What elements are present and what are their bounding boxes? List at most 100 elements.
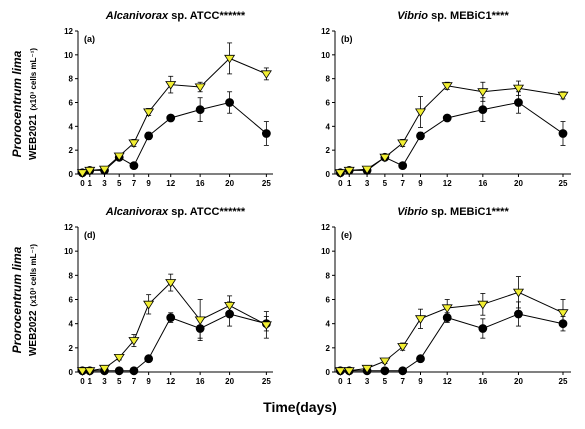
panel-title-e: Vibrio sp. MEBiC1**** [397, 206, 509, 218]
row2-ylabel-unit: (x10³ cells mL⁻¹) [29, 244, 38, 307]
circle-marker-b [442, 113, 452, 123]
y-tick-label-a: 6 [69, 99, 74, 108]
circle-marker-a [225, 98, 234, 107]
y-tick-label-d: 4 [69, 320, 74, 329]
panel-title-strain-b: sp. MEBiC1**** [428, 10, 509, 22]
y-tick-label-d: 0 [69, 368, 74, 377]
y-tick-label-b: 4 [326, 122, 331, 131]
x-tick-label-e: 0 [338, 377, 343, 386]
triangle-marker-d [143, 300, 155, 310]
y-tick-label-e: 0 [326, 368, 331, 377]
x-tick-label-d: 7 [132, 377, 137, 386]
triangle-marker-e [414, 315, 427, 324]
circle-marker-a [144, 131, 154, 141]
panel-letter-b: (b) [341, 34, 353, 44]
panel-title-b: Vibrio sp. MEBiC1**** [397, 10, 509, 22]
circle-series-line-d [82, 313, 267, 372]
panel-title-organism-d: Alcanivorax [105, 206, 169, 218]
row1-ylabel-species: Prorocentrum lima [10, 50, 24, 157]
y-tick-label-a: 0 [69, 170, 74, 179]
circle-series-line-a [82, 101, 267, 174]
y-tick-label-a: 4 [69, 122, 74, 131]
x-tick-label-b: 0 [338, 179, 343, 188]
circle-marker-d [166, 313, 176, 323]
triangle-marker-a [194, 83, 206, 93]
circle-marker-e [416, 354, 425, 364]
x-tick-label-d: 16 [196, 377, 205, 386]
panel-title-d: Alcanivorax sp. ATCC****** [105, 206, 246, 218]
x-tick-label-b: 1 [347, 179, 352, 188]
circle-marker-b [398, 161, 408, 171]
y-tick-label-b: 10 [321, 51, 330, 60]
x-axis-label: Time(days) [263, 399, 337, 415]
x-tick-label-a: 25 [262, 179, 271, 188]
triangle-marker-d [260, 321, 272, 330]
triangle-marker-b [414, 108, 427, 118]
row1-ylabel-strain: WEB2021 (x10³ cells mL⁻¹) [28, 48, 39, 160]
circle-marker-b [514, 98, 523, 107]
triangle-marker-a [260, 70, 272, 79]
triangle-marker-b [441, 82, 453, 91]
triangle-marker-a [143, 108, 155, 118]
panel-letter-e: (e) [341, 230, 352, 240]
x-tick-label-a: 12 [166, 179, 175, 188]
triangle-marker-a [165, 81, 177, 90]
triangle-series-line-e [340, 291, 564, 372]
triangle-marker-e [477, 300, 489, 310]
triangle-series-line-d [82, 281, 267, 372]
circle-marker-a [166, 113, 176, 123]
circle-marker-a [261, 129, 271, 138]
y-tick-label-e: 6 [326, 296, 331, 305]
triangle-marker-d [113, 354, 125, 363]
x-tick-label-b: 20 [514, 179, 523, 188]
x-tick-label-e: 3 [365, 377, 370, 386]
panel-title-organism-a: Alcanivorax [105, 10, 169, 22]
triangle-marker-b [334, 169, 346, 178]
triangle-marker-e [343, 367, 355, 376]
x-tick-label-e: 16 [478, 377, 487, 386]
triangle-marker-d [128, 337, 140, 346]
circle-marker-a [129, 161, 139, 171]
x-tick-label-a: 16 [196, 179, 205, 188]
circle-marker-b [478, 105, 488, 115]
y-tick-label-a: 12 [64, 27, 73, 36]
triangle-marker-d [224, 302, 236, 311]
circle-series-line-b [340, 101, 564, 174]
triangle-marker-d [165, 279, 177, 288]
triangle-marker-d [98, 364, 111, 374]
x-tick-label-e: 9 [418, 377, 423, 386]
x-tick-label-e: 5 [383, 377, 388, 386]
circle-marker-e [398, 366, 408, 376]
x-tick-label-e: 1 [347, 377, 352, 386]
triangle-marker-e [397, 343, 409, 352]
y-tick-label-d: 2 [69, 344, 74, 353]
x-tick-label-b: 16 [478, 179, 487, 188]
y-tick-label-b: 6 [326, 99, 331, 108]
x-tick-label-a: 20 [225, 179, 234, 188]
circle-marker-a [195, 105, 205, 115]
y-tick-label-b: 8 [326, 75, 331, 84]
x-tick-label-d: 12 [166, 377, 175, 386]
triangle-marker-e [557, 309, 569, 318]
triangle-marker-d [194, 316, 206, 326]
y-tick-label-d: 6 [69, 296, 74, 305]
x-tick-label-b: 5 [383, 179, 388, 188]
row2-ylabel-strain-name: WEB2022 [28, 310, 39, 356]
y-tick-label-e: 12 [321, 223, 330, 232]
x-tick-label-e: 25 [559, 377, 568, 386]
x-tick-label-e: 20 [514, 377, 523, 386]
x-tick-label-e: 7 [400, 377, 405, 386]
triangle-marker-e [334, 367, 346, 376]
x-tick-label-d: 25 [262, 377, 271, 386]
x-tick-label-a: 5 [117, 179, 122, 188]
y-tick-label-d: 10 [64, 247, 73, 256]
y-tick-label-d: 8 [69, 271, 74, 280]
row2-ylabel-species: Prorocentrum lima [10, 246, 24, 353]
triangle-marker-b [397, 139, 409, 149]
triangle-marker-a [76, 169, 88, 178]
